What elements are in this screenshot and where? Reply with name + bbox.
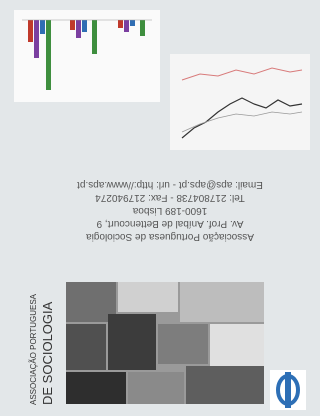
- logo: [270, 370, 306, 410]
- logo-text-large: DE SOCIOLOGIA: [40, 301, 55, 405]
- page: Associação Portuguesa de Sociologia Av. …: [0, 0, 316, 416]
- address-line: Email: aps@aps.pt - url: http://www.aps.…: [77, 179, 263, 190]
- line-chart-thumbnail: [170, 54, 310, 150]
- address-line: Associação Portuguesa de Sociologia: [86, 231, 254, 242]
- address-line: 1600-189 Lisboa: [132, 205, 207, 216]
- photo-collage: [66, 282, 264, 404]
- bar-chart-thumbnail: [14, 10, 160, 102]
- address-line: Tel: 217804738 - Fax: 217940274: [95, 192, 245, 203]
- logo-text-small: ASSOCIAÇÃO PORTUGUESA: [29, 293, 38, 405]
- cover: Associação Portuguesa de Sociologia Av. …: [0, 0, 316, 416]
- address-line: Av. Prof. Aníbal de Bettencourt, 9: [96, 218, 243, 229]
